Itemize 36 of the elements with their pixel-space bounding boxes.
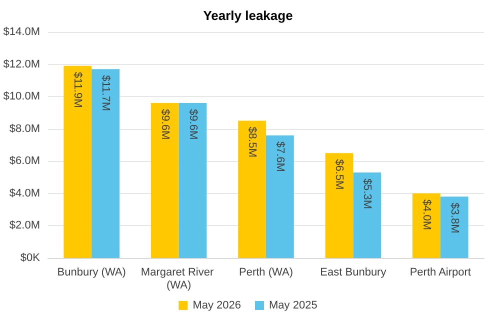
x-tick-label: East Bunbury	[320, 266, 387, 278]
x-tick-label: Margaret River (WA)	[140, 266, 217, 292]
bar	[325, 153, 354, 258]
bar	[178, 103, 207, 258]
bar	[353, 172, 382, 258]
data-label: $8.5M	[246, 126, 258, 158]
y-tick-label: $0K	[20, 252, 41, 264]
bar	[150, 103, 179, 258]
data-label: $9.6M	[158, 109, 171, 140]
data-label: $5.3M	[361, 178, 374, 210]
data-label: $9.6M	[186, 109, 199, 140]
y-tick-label: $2.0M	[9, 220, 40, 232]
bar	[266, 135, 294, 258]
data-label: $11.7M	[100, 75, 112, 112]
legend-label: May 2025	[269, 300, 318, 312]
data-label: $4.0M	[420, 199, 432, 230]
bar	[92, 69, 120, 258]
bar	[440, 196, 468, 258]
y-tick-label: $12.0M	[3, 58, 40, 70]
chart-title: Yearly leakage	[203, 8, 293, 23]
bar	[412, 193, 440, 258]
y-tick-label: $6.0M	[9, 155, 40, 168]
data-label: $3.8M	[448, 202, 460, 234]
x-tick-label: Bunbury (WA)	[57, 266, 126, 278]
y-tick-label: $10.0M	[3, 90, 40, 103]
data-label: $7.6M	[274, 141, 286, 172]
bar	[238, 120, 266, 258]
data-label: $11.9M	[72, 72, 84, 108]
y-tick-label: $4.0M	[9, 187, 40, 200]
bar	[64, 66, 92, 258]
y-tick-label: $8.0M	[9, 122, 40, 135]
data-label: $6.5M	[333, 159, 346, 190]
x-tick-label: Perth (WA)	[239, 266, 293, 278]
x-tick-label: Perth Airport	[410, 266, 471, 278]
legend-label: May 2026	[192, 300, 242, 312]
y-tick-label: $14.0M	[3, 26, 40, 38]
